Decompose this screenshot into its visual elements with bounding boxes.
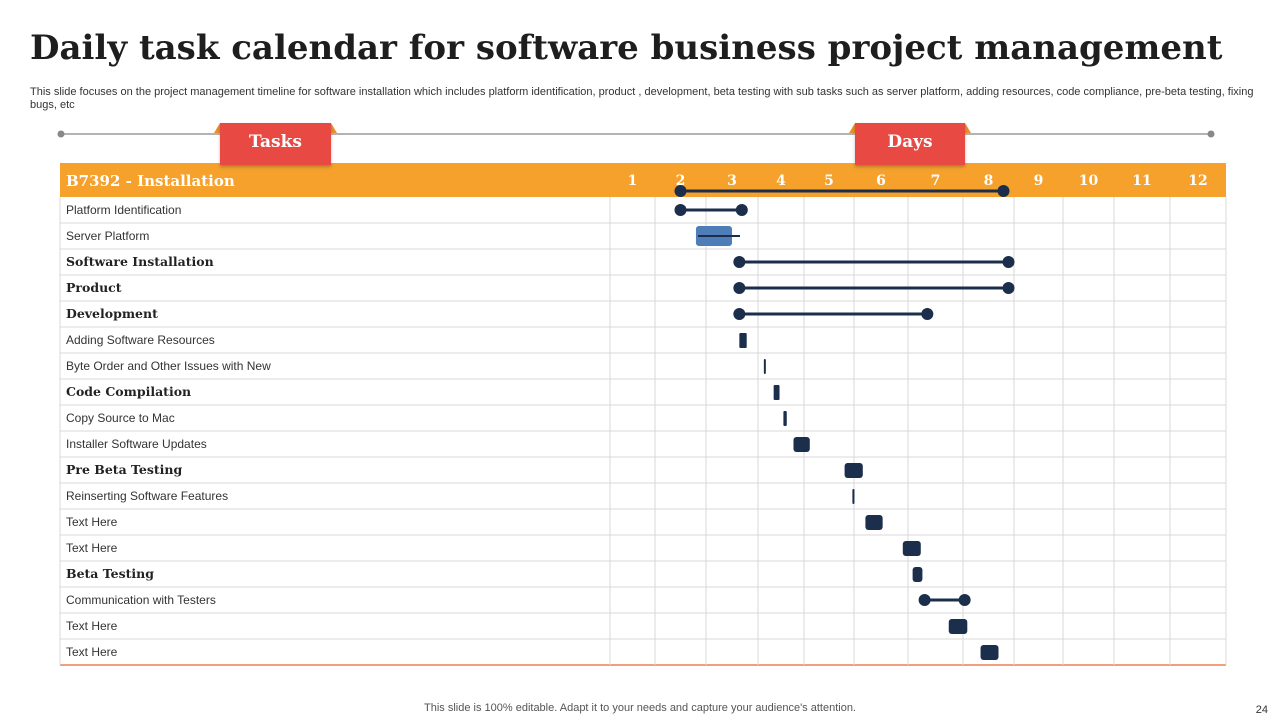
- task-label: Platform Identification: [66, 203, 181, 217]
- slide-title: Daily task calendar for software busines…: [30, 28, 1223, 68]
- task-bar-end-dot: [735, 204, 748, 216]
- tasks-tab-fold-right: [331, 123, 337, 133]
- table-header-band: [60, 163, 1226, 197]
- day-label-11: 11: [1132, 173, 1151, 189]
- task-label: Text Here: [66, 515, 118, 529]
- task-bar-start-dot: [674, 204, 687, 216]
- task-bar: [865, 515, 883, 530]
- task-bar: [980, 645, 999, 660]
- slide-subtitle: This slide focuses on the project manage…: [30, 86, 1254, 111]
- task-bar: [948, 619, 968, 634]
- task-bar-end-dot: [1002, 282, 1015, 294]
- task-label: Text Here: [66, 541, 118, 555]
- task-label: Beta Testing: [66, 566, 154, 581]
- task-label: Pre Beta Testing: [66, 462, 183, 477]
- timeline-rule-start-dot: [57, 130, 65, 138]
- day-label-4: 4: [776, 173, 786, 189]
- day-label-2: 2: [676, 173, 686, 189]
- day-label-9: 9: [1034, 173, 1044, 189]
- days-tab-fold: [849, 123, 855, 133]
- task-bar-end-dot: [958, 594, 971, 606]
- tasks-tab: Tasks: [220, 123, 331, 165]
- task-label: Development: [66, 306, 158, 321]
- day-label-5: 5: [824, 173, 834, 189]
- task-label: Copy Source to Mac: [66, 411, 175, 425]
- day-label-10: 10: [1079, 173, 1099, 189]
- task-label: Product: [66, 280, 122, 295]
- task-bar: [783, 411, 787, 426]
- day-label-12: 12: [1188, 173, 1207, 189]
- day-label-8: 8: [984, 173, 994, 189]
- task-label: Text Here: [66, 645, 118, 659]
- page-number: 24: [1255, 704, 1268, 716]
- day-label-6: 6: [876, 173, 886, 189]
- task-bar: [844, 463, 863, 478]
- task-label: Software Installation: [66, 254, 214, 269]
- task-label: Byte Order and Other Issues with New: [66, 359, 271, 373]
- task-label: Adding Software Resources: [66, 333, 215, 347]
- header-span-end-dot: [997, 185, 1010, 197]
- task-label: Server Platform: [66, 229, 149, 243]
- task-bar: [912, 567, 923, 582]
- task-bar-end-dot: [1002, 256, 1015, 268]
- header-task-label: B7392 - Installation: [66, 172, 235, 190]
- task-label: Reinserting Software Features: [66, 489, 228, 503]
- day-label-7: 7: [931, 173, 941, 189]
- task-bar: [902, 541, 921, 556]
- timeline-rule-end-dot: [1207, 130, 1215, 138]
- task-bar-end-dot: [921, 308, 934, 320]
- task-bar: [852, 489, 855, 504]
- footer-note: This slide is 100% editable. Adapt it to…: [424, 702, 856, 714]
- task-label: Text Here: [66, 619, 118, 633]
- days-tab-fold-right: [965, 123, 971, 133]
- task-bar: [763, 359, 766, 374]
- task-bar-start-dot: [918, 594, 931, 606]
- task-bar: [773, 385, 780, 400]
- days-tab: Days: [855, 123, 965, 165]
- task-bar-start-dot: [733, 282, 746, 294]
- task-bar-start-dot: [733, 308, 746, 320]
- task-bar-start-dot: [733, 256, 746, 268]
- day-label-1: 1: [628, 173, 638, 189]
- task-bar: [739, 333, 747, 348]
- header-span-start-dot: [674, 185, 687, 197]
- task-label: Code Compilation: [66, 384, 191, 399]
- task-label: Installer Software Updates: [66, 437, 207, 451]
- day-label-3: 3: [727, 173, 737, 189]
- task-bar: [793, 437, 810, 452]
- tasks-tab-fold: [214, 123, 220, 133]
- task-label: Communication with Testers: [66, 593, 216, 607]
